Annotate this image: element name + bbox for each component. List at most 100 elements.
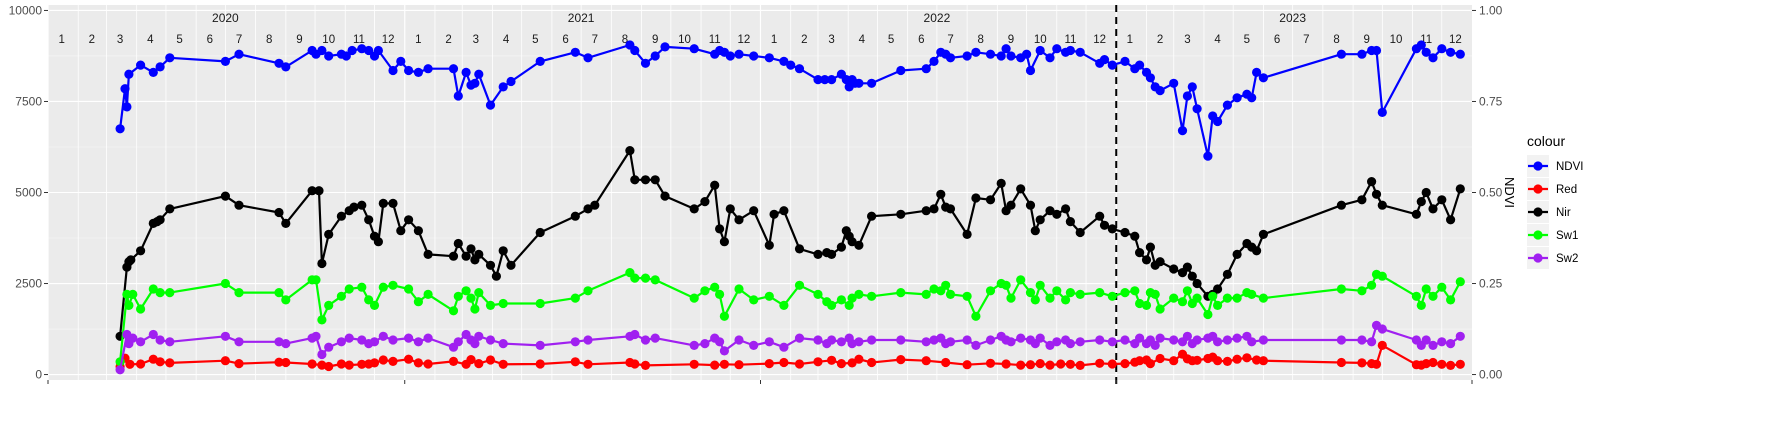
- data-point-sw2: [650, 333, 660, 343]
- data-point-nir: [962, 229, 972, 239]
- data-point-red: [220, 356, 230, 366]
- data-point-ndvi: [485, 100, 496, 110]
- data-point-sw2: [1182, 331, 1192, 341]
- data-point-red: [764, 359, 774, 369]
- data-point-nir: [715, 224, 725, 234]
- month-label: 5: [176, 34, 182, 46]
- data-point-ndvi: [1187, 82, 1197, 92]
- data-point-sw1: [461, 286, 471, 296]
- data-point-ndvi: [854, 78, 864, 88]
- month-label: 6: [1274, 34, 1280, 46]
- data-point-nir: [466, 244, 476, 254]
- data-point-red: [1001, 359, 1011, 369]
- data-point-ndvi: [1169, 78, 1179, 88]
- month-label: 3: [473, 34, 479, 46]
- data-point-sw2: [234, 337, 244, 347]
- data-point-red: [155, 357, 165, 367]
- data-point-nir: [1421, 187, 1431, 198]
- data-point-red: [535, 359, 545, 369]
- data-point-sw2: [779, 342, 789, 352]
- data-point-nir: [317, 258, 327, 269]
- data-point-ndvi: [1192, 104, 1202, 114]
- data-point-nir: [985, 195, 996, 205]
- data-point-sw2: [719, 346, 730, 356]
- data-point-ndvi: [413, 67, 423, 77]
- data-point-red: [1075, 360, 1085, 370]
- data-point-sw1: [941, 280, 951, 290]
- data-point-ndvi: [779, 56, 789, 66]
- data-point-sw2: [1075, 337, 1085, 347]
- data-point-ndvi: [1045, 53, 1055, 63]
- data-point-red: [1192, 355, 1202, 365]
- data-point-ndvi: [1001, 44, 1011, 54]
- legend-item-sw1: Sw1: [1527, 224, 1578, 246]
- legend-label: Nir: [1556, 207, 1571, 219]
- data-point-sw2: [1336, 335, 1346, 345]
- data-point-sw1: [413, 297, 423, 307]
- data-point-sw1: [317, 315, 327, 325]
- data-point-nir: [485, 260, 496, 270]
- month-label: 11: [353, 34, 365, 46]
- data-point-nir: [314, 186, 324, 196]
- data-point-ndvi: [357, 44, 367, 54]
- data-point-sw1: [1155, 304, 1165, 314]
- data-point-sw2: [945, 337, 956, 347]
- data-point-sw1: [148, 284, 158, 294]
- data-point-ndvi: [461, 67, 471, 77]
- data-point-red: [485, 355, 496, 365]
- data-point-sw2: [1169, 335, 1179, 345]
- month-label: 7: [947, 34, 953, 46]
- data-point-sw1: [847, 293, 857, 303]
- data-point-nir: [1222, 269, 1232, 279]
- data-point-sw2: [1377, 324, 1387, 334]
- data-point-ndvi: [1357, 49, 1367, 59]
- data-point-sw1: [1208, 291, 1218, 301]
- data-point-ndvi: [650, 51, 660, 61]
- data-point-nir: [1192, 278, 1202, 289]
- data-point-red: [1213, 356, 1223, 366]
- data-point-sw2: [1213, 337, 1223, 347]
- data-point-sw1: [1001, 280, 1011, 290]
- data-point-nir: [126, 255, 136, 265]
- data-point-sw1: [1107, 291, 1117, 301]
- data-point-sw2: [794, 333, 805, 343]
- series-sw2: [115, 320, 1465, 375]
- data-point-sw1: [570, 293, 580, 303]
- month-label: 5: [1244, 34, 1250, 46]
- data-point-sw2: [1437, 337, 1447, 347]
- data-point-red: [136, 359, 146, 369]
- data-point-sw1: [1421, 284, 1431, 294]
- data-point-nir: [491, 271, 501, 281]
- month-label: 9: [296, 34, 302, 46]
- data-point-sw1: [1177, 297, 1188, 307]
- data-point-red: [1056, 359, 1066, 369]
- legend-item-red: Red: [1527, 178, 1577, 200]
- data-point-sw1: [453, 291, 463, 301]
- data-point-red: [324, 361, 334, 372]
- data-point-red: [369, 358, 380, 368]
- data-point-nir: [535, 227, 545, 238]
- month-label: 10: [1034, 34, 1047, 46]
- month-label: 1: [415, 34, 421, 46]
- data-series: [115, 40, 1465, 375]
- data-point-sw1: [1025, 288, 1036, 298]
- data-point-nir: [700, 197, 710, 207]
- data-point-sw1: [813, 289, 823, 299]
- data-point-red: [1336, 357, 1346, 368]
- data-point-sw2: [336, 337, 346, 347]
- data-point-sw1: [1203, 309, 1213, 320]
- data-point-sw2: [1192, 335, 1202, 345]
- data-point-nir: [1377, 200, 1387, 210]
- data-point-sw2: [734, 335, 744, 345]
- data-point-sw2: [1016, 333, 1026, 343]
- data-point-nir: [1141, 255, 1152, 265]
- data-point-sw2: [1120, 335, 1130, 345]
- data-point-sw1: [1169, 293, 1179, 303]
- data-point-red: [357, 359, 367, 369]
- data-point-nir: [498, 246, 508, 256]
- data-point-ndvi: [1416, 40, 1426, 50]
- data-point-nir: [404, 215, 414, 225]
- data-point-nir: [710, 180, 720, 190]
- data-point-nir: [769, 209, 779, 219]
- data-point-sw2: [1107, 337, 1117, 347]
